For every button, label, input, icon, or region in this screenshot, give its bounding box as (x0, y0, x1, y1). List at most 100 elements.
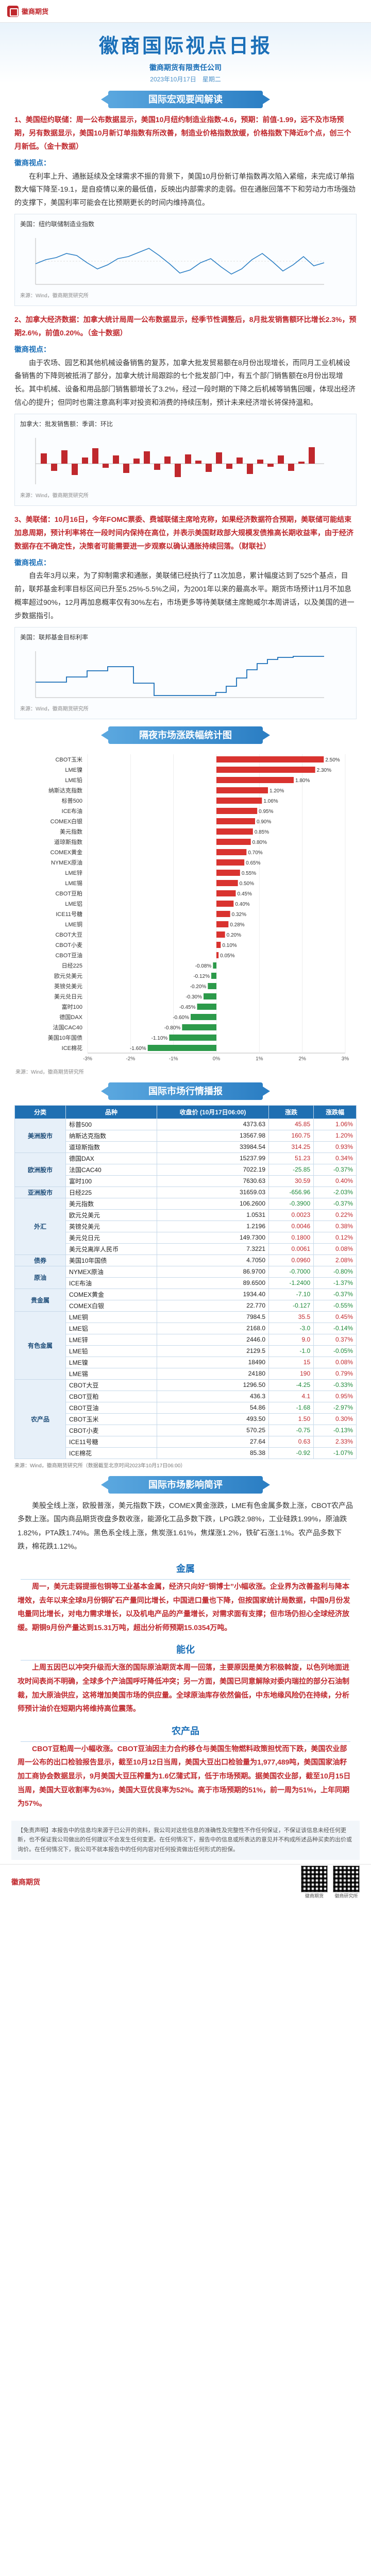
impact-metals: 周一，美元走弱提振包铜等工业基本金属，经济只向好“铜博士”小幅收涨。企业界为改善… (18, 1582, 350, 1632)
page: 徽商期货 徽商国际视点日报 徽商期货有限责任公司 2023年10月17日 星期二… (0, 0, 371, 1899)
qr-label: 徽商研究所 (334, 1893, 358, 1899)
close-cell: 436.3 (156, 1390, 269, 1402)
bar (216, 807, 258, 814)
column-header: 品种 (65, 1105, 157, 1119)
change-cell: -0.92 (268, 1447, 314, 1459)
table-row: LME锌 2446.0 9.0 0.37% (15, 1333, 357, 1346)
subsection-energy: 能化 (176, 1645, 195, 1655)
news-chart-title: 美国：纽约联储制造业指数 (20, 221, 95, 228)
divider (21, 1579, 350, 1580)
change-cell: 45.85 (268, 1118, 314, 1130)
close-cell: 4373.63 (156, 1118, 269, 1130)
value-label: 0.55% (242, 871, 256, 876)
bar (216, 859, 245, 866)
bar (191, 1013, 216, 1020)
news-body: 自去年3月以来，为了抑制需求和通胀，美联储已经执行了11次加息，累计幅度达到了5… (14, 571, 355, 620)
pct-cell: -0.33% (313, 1379, 357, 1391)
table-row: LME铅 2129.5 -1.0 -0.05% (15, 1345, 357, 1357)
value-label: 0.45% (238, 891, 252, 897)
change-cell: -1.2400 (268, 1277, 314, 1289)
news-chart: 美国：纽约联储制造业指数 来源：Wind，徽商期货研究所 (14, 214, 357, 306)
subsection-metals: 金属 (176, 1564, 195, 1574)
close-cell: 7984.5 (156, 1311, 269, 1323)
tick-label: 2% (298, 1056, 306, 1062)
category-label: LME铅 (65, 776, 82, 784)
pct-cell: -0.37% (313, 1288, 357, 1300)
change-cell: 314.25 (268, 1141, 314, 1153)
section-title-chart: 隔夜市场涨跌幅统计图 (101, 726, 270, 744)
instrument-cell: 美国10年国债 (65, 1254, 157, 1266)
change-cell: 35.5 (268, 1311, 314, 1323)
change-cell: -3.0 (268, 1322, 314, 1334)
value-label: 0.20% (227, 933, 241, 938)
instrument-cell: 英镑兑美元 (65, 1220, 157, 1232)
disclaimer: 【免责声明】本报告中的信息均来源于已公开的资料，我公司对这些信息的准确性及完整性… (11, 1820, 360, 1860)
change-cell: 4.1 (268, 1390, 314, 1402)
category-cell: 债券 (14, 1254, 66, 1266)
table-row: 有色金属 LME铜 7984.5 35.5 0.45% (14, 1311, 357, 1380)
change-cell: 0.63 (268, 1435, 314, 1448)
column-header: 涨跌幅 (313, 1105, 357, 1119)
subsection-agri: 农产品 (172, 1725, 199, 1736)
close-cell: 86.9700 (156, 1265, 269, 1278)
pct-cell: 0.79% (313, 1367, 357, 1380)
pct-cell: 2.08% (313, 1254, 357, 1266)
qr-code-icon[interactable] (333, 1865, 360, 1892)
category-label: CBOT小麦 (55, 942, 82, 948)
tick-label: 0% (213, 1056, 221, 1062)
table-row: CBOT豆油 54.86 -1.68 -2.97% (15, 1401, 357, 1414)
close-cell: 15237.99 (156, 1152, 269, 1164)
value-label: 1.20% (269, 788, 284, 794)
bar (182, 1024, 216, 1030)
value-label: 0.80% (252, 840, 267, 845)
column-header: 收盘价 (10月17日06:00) (156, 1105, 269, 1119)
value-label: 0.40% (235, 902, 249, 907)
pct-cell: -0.37% (313, 1197, 357, 1210)
bar (216, 797, 262, 804)
qr-codes: 徽商期货 徽商研究所 (301, 1865, 360, 1899)
category-label: LME镍 (65, 766, 82, 773)
header-banner: 徽商国际视点日报 徽商期货有限责任公司 2023年10月17日 星期二 (0, 23, 371, 83)
section-title-market: 国际市场行情播报 (101, 1082, 270, 1100)
close-cell: 27.64 (156, 1435, 269, 1448)
change-cell: 9.0 (268, 1333, 314, 1346)
pct-cell: 0.37% (313, 1333, 357, 1346)
company-name: 徽商期货有限责任公司 (149, 63, 222, 72)
value-label: 0.10% (222, 943, 237, 948)
category-label: CBOT大豆 (55, 931, 82, 938)
line-chart-ny-fed (35, 238, 325, 285)
close-cell: 149.7300 (156, 1231, 269, 1244)
bar (147, 1044, 216, 1051)
bar (216, 818, 255, 824)
news-view-label: 徽商视点： (14, 345, 50, 353)
value-label: 1.80% (295, 778, 310, 784)
category-label: LME锌 (65, 869, 82, 876)
close-cell: 7630.63 (156, 1175, 269, 1187)
pct-cell: -0.05% (313, 1345, 357, 1357)
value-label: 0.65% (246, 860, 260, 866)
bar (216, 766, 315, 773)
company-logo-icon (7, 5, 19, 17)
top-bar: 徽商期货 (0, 0, 371, 23)
instrument-cell: 美元兑离岸人民币 (65, 1243, 157, 1255)
news-chart-source: 来源：Wind，徽商期货研究所 (20, 293, 89, 299)
change-cell: 0.0023 (268, 1209, 314, 1221)
change-bar-chart: -3% -2% -1% 0% 1% 2% 3% CBOT玉米 2.50% LME镍 2.30% LME… (0, 749, 371, 1075)
bar (213, 962, 216, 969)
close-cell: 54.86 (156, 1401, 269, 1414)
change-cell: -1.68 (268, 1401, 314, 1414)
table-row: CBOT豆粕 436.3 4.1 0.95% (15, 1390, 357, 1402)
category-label: 法国CAC40 (53, 1024, 82, 1031)
change-cell: -4.25 (268, 1379, 314, 1391)
logo-text: 徽商期货 (22, 8, 49, 15)
value-label: 0.95% (259, 809, 273, 815)
close-cell: 18490 (156, 1356, 269, 1368)
category-label: CBOT豆油 (55, 952, 82, 959)
tick-label: 1% (256, 1056, 263, 1062)
qr-code-icon[interactable] (301, 1865, 328, 1892)
instrument-cell: ICE布油 (65, 1277, 157, 1289)
pct-cell: 0.08% (313, 1356, 357, 1368)
close-cell: 2129.5 (156, 1345, 269, 1357)
bar (216, 849, 247, 855)
bar (216, 900, 234, 907)
